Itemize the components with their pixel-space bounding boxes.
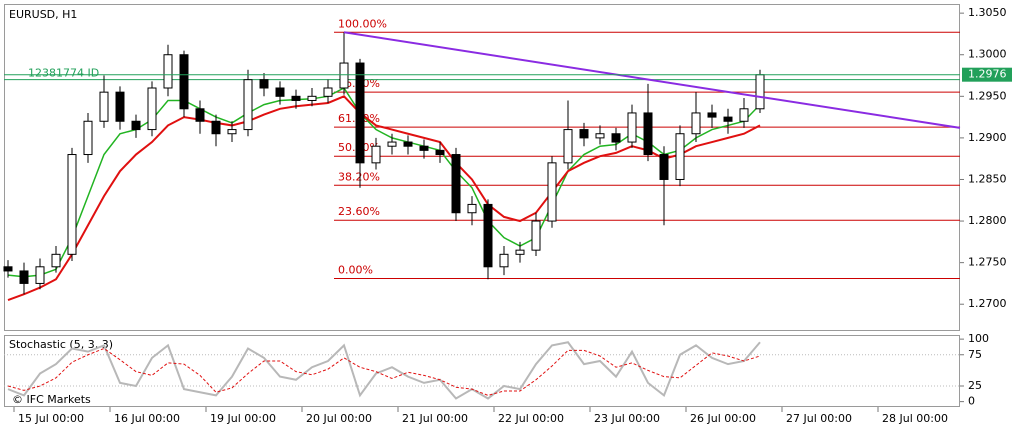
x-tick-label: 27 Jul 00:00 xyxy=(786,412,852,425)
candle-body xyxy=(499,253,509,268)
candle-body xyxy=(147,87,157,131)
indicator-title: Stochastic (5, 3, 3) xyxy=(9,338,113,351)
candle-body xyxy=(755,74,765,110)
candle-body xyxy=(419,145,429,151)
main-panel xyxy=(4,4,960,331)
x-tick-label: 16 Jul 00:00 xyxy=(114,412,180,425)
x-tick-label: 28 Jul 00:00 xyxy=(882,412,948,425)
candle-body xyxy=(355,62,365,164)
candle-body xyxy=(115,91,125,122)
moving-average xyxy=(7,95,761,302)
candle-body xyxy=(259,79,269,89)
x-tick-label: 26 Jul 00:00 xyxy=(690,412,756,425)
candle-body xyxy=(19,270,29,284)
candle-body xyxy=(467,203,477,214)
candle-body xyxy=(275,87,285,97)
candle-body xyxy=(643,112,653,156)
x-tick-label: 19 Jul 00:00 xyxy=(210,412,276,425)
candle-body xyxy=(659,154,669,180)
candle-body xyxy=(691,112,701,135)
candle-body xyxy=(339,62,349,89)
candle-body xyxy=(707,112,717,118)
candle-body xyxy=(387,141,397,147)
candle-body xyxy=(163,54,173,89)
fib-label: 100.00% xyxy=(338,17,387,30)
candle-body xyxy=(307,95,317,101)
y-tick-label: 0 xyxy=(968,395,975,408)
candle-body xyxy=(547,162,557,222)
fib-label: 0.00% xyxy=(338,263,373,276)
y-tick-label: 1.2800 xyxy=(968,214,1007,227)
stochastic-line xyxy=(7,347,761,396)
x-tick-label: 23 Jul 00:00 xyxy=(594,412,660,425)
candle-body xyxy=(323,87,333,97)
candle-body xyxy=(291,95,301,101)
candle-body xyxy=(3,266,13,272)
y-tick-label: 1.2850 xyxy=(968,172,1007,185)
candle-body xyxy=(67,154,77,255)
candle-body xyxy=(611,133,621,143)
candle-body xyxy=(211,120,221,135)
candle-body xyxy=(563,129,573,164)
trendline xyxy=(343,31,961,129)
candle-body xyxy=(195,108,205,122)
candle-body xyxy=(243,79,253,131)
position-label: 12381774 ID xyxy=(28,67,99,80)
candle-body xyxy=(35,266,45,284)
candle-body xyxy=(723,116,733,122)
candle-body xyxy=(483,203,493,268)
candle-body xyxy=(675,133,685,180)
x-tick-label: 20 Jul 00:00 xyxy=(306,412,372,425)
fib-label: 38.20% xyxy=(338,170,380,183)
x-tick-label: 22 Jul 00:00 xyxy=(498,412,564,425)
candle-body xyxy=(595,133,605,139)
y-tick-label: 1.3050 xyxy=(968,6,1007,19)
price-box-label: 1.2976 xyxy=(968,68,1007,81)
candle-body xyxy=(451,154,461,214)
candle-body xyxy=(403,141,413,147)
chart-title: EURUSD, H1 xyxy=(9,8,77,21)
candle-body xyxy=(51,253,61,268)
y-tick-label: 1.2950 xyxy=(968,89,1007,102)
candle-body xyxy=(435,149,445,156)
y-tick-label: 1.3000 xyxy=(968,48,1007,61)
candle-body xyxy=(531,220,541,251)
footer: © IFC Markets xyxy=(12,393,91,406)
candle-body xyxy=(739,108,749,122)
fib-label: 23.60% xyxy=(338,205,380,218)
y-tick-label: 1.2900 xyxy=(968,131,1007,144)
candle-body xyxy=(627,112,637,143)
stochastic-line xyxy=(7,341,761,400)
candle-body xyxy=(83,120,93,156)
candle-body xyxy=(99,91,109,122)
candle-body xyxy=(579,129,589,139)
candle-body xyxy=(179,54,189,110)
y-tick-label: 25 xyxy=(968,379,982,392)
candle-body xyxy=(371,145,381,164)
y-tick-label: 100 xyxy=(968,332,989,345)
candle-body xyxy=(131,120,141,131)
y-tick-label: 1.2750 xyxy=(968,256,1007,269)
candle-body xyxy=(515,249,525,255)
candle-body xyxy=(227,129,237,135)
price-box xyxy=(962,67,1012,82)
x-tick-label: 21 Jul 00:00 xyxy=(402,412,468,425)
x-tick-label: 15 Jul 00:00 xyxy=(18,412,84,425)
y-tick-label: 1.2700 xyxy=(968,297,1007,310)
y-tick-label: 75 xyxy=(968,348,982,361)
stochastic-panel xyxy=(4,335,960,407)
